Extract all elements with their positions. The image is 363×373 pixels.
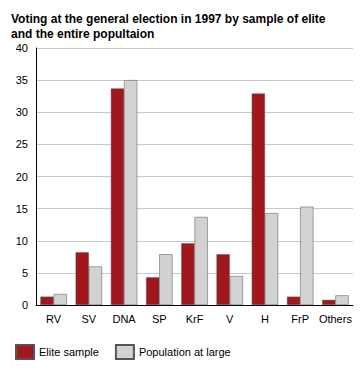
svg-text:SP: SP	[152, 313, 167, 325]
svg-text:DNA: DNA	[112, 313, 136, 325]
svg-text:H: H	[261, 313, 269, 325]
svg-text:30: 30	[16, 106, 28, 118]
svg-text:5: 5	[22, 267, 28, 279]
svg-text:40: 40	[16, 42, 28, 54]
svg-text:SV: SV	[81, 313, 96, 325]
svg-text:Others: Others	[319, 313, 353, 325]
svg-text:and the entire popultaion: and the entire popultaion	[11, 27, 154, 41]
svg-text:25: 25	[16, 138, 28, 150]
svg-text:Elite sample: Elite sample	[39, 346, 99, 358]
svg-text:RV: RV	[46, 313, 62, 325]
svg-text:KrF: KrF	[186, 313, 204, 325]
svg-text:35: 35	[16, 74, 28, 86]
svg-text:V: V	[226, 313, 234, 325]
svg-text:0: 0	[22, 299, 28, 311]
svg-text:Voting at the general election: Voting at the general election in 1997 b…	[11, 12, 329, 26]
svg-text:20: 20	[16, 171, 28, 183]
svg-text:Population at large: Population at large	[139, 346, 231, 358]
svg-text:FrP: FrP	[291, 313, 309, 325]
svg-text:15: 15	[16, 203, 28, 215]
svg-text:10: 10	[16, 235, 28, 247]
